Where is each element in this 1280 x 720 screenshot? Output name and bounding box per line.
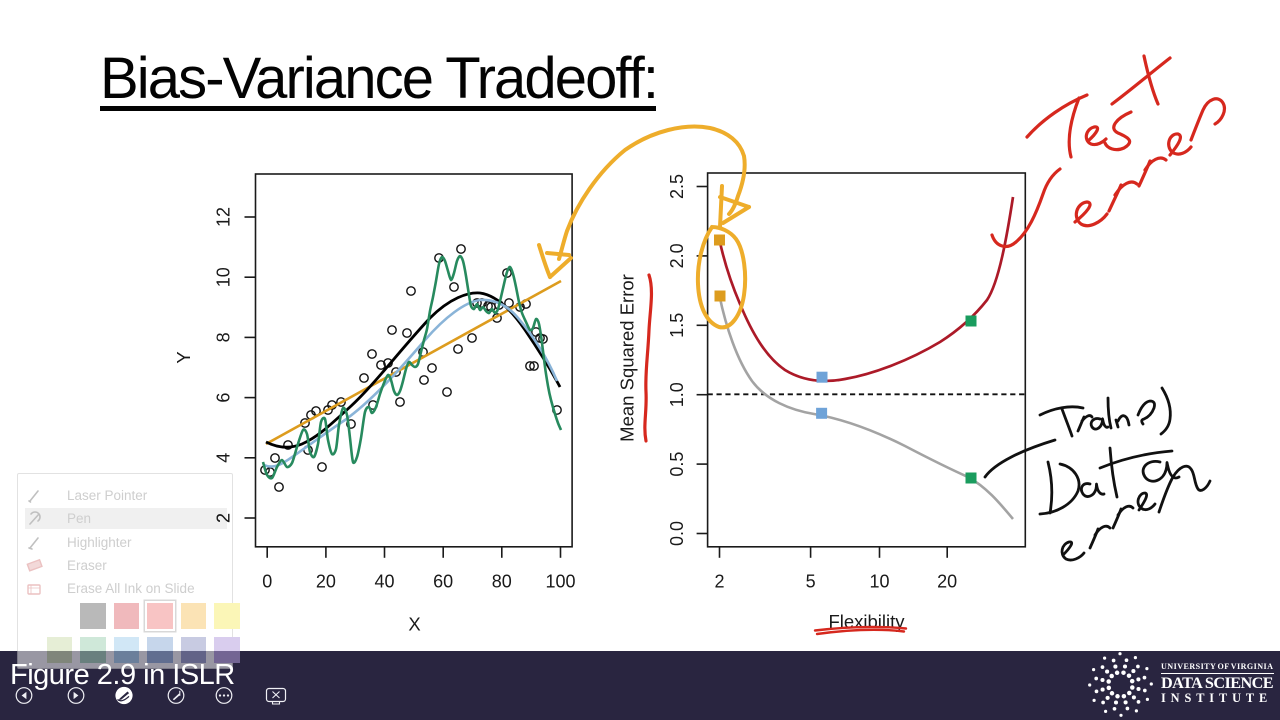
svg-text:1.0: 1.0 <box>667 382 687 407</box>
svg-text:60: 60 <box>433 572 453 592</box>
svg-text:0: 0 <box>262 572 272 592</box>
svg-text:12: 12 <box>214 207 234 227</box>
svg-text:Y: Y <box>173 351 194 363</box>
svg-text:40: 40 <box>374 572 394 592</box>
svg-text:2: 2 <box>714 572 724 592</box>
svg-text:8: 8 <box>214 332 234 342</box>
svg-text:100: 100 <box>545 572 575 592</box>
svg-text:20: 20 <box>316 572 336 592</box>
svg-text:6: 6 <box>214 393 234 403</box>
svg-text:20: 20 <box>937 572 957 592</box>
svg-text:X: X <box>408 614 420 635</box>
svg-text:2.5: 2.5 <box>667 174 687 199</box>
svg-text:1.5: 1.5 <box>667 313 687 338</box>
svg-text:Mean Squared Error: Mean Squared Error <box>617 274 638 442</box>
svg-text:2: 2 <box>214 513 234 523</box>
svg-text:5: 5 <box>806 572 816 592</box>
svg-text:80: 80 <box>492 572 512 592</box>
svg-text:4: 4 <box>214 453 234 463</box>
svg-text:0.5: 0.5 <box>667 452 687 477</box>
svg-text:2.0: 2.0 <box>667 243 687 268</box>
svg-text:10: 10 <box>214 267 234 287</box>
svg-text:10: 10 <box>869 572 889 592</box>
svg-text:0.0: 0.0 <box>667 521 687 546</box>
